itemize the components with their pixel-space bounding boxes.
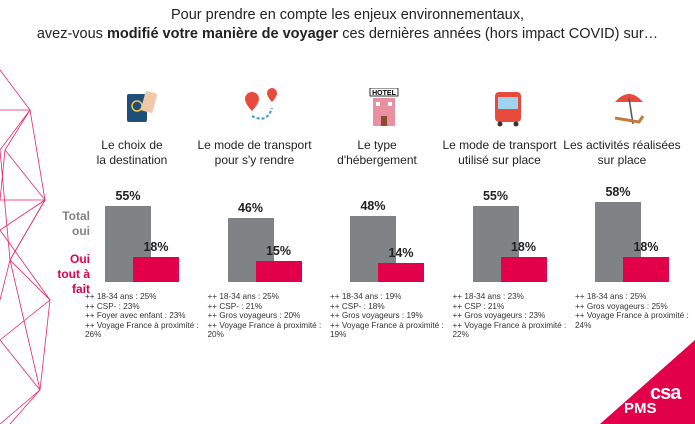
column-title: Le mode de transport pour s'y rendre bbox=[197, 138, 312, 167]
note: ++ Gros voyageurs : 23% bbox=[452, 311, 546, 321]
title-line-1: Pour prendre en compte les enjeux enviro… bbox=[170, 7, 525, 23]
bar-oui-tout-a-fait bbox=[378, 262, 424, 282]
bar-oui-tout-a-fait bbox=[500, 257, 547, 282]
label-total-oui: 58% bbox=[605, 184, 631, 199]
subgroup-notes: ++ 18-34 ans : 19% ++ CSP- : 18% ++ Gros v… bbox=[330, 292, 450, 340]
label-total-oui: 46% bbox=[237, 201, 264, 216]
note: ++ Voyage France à proximité : 24% bbox=[575, 311, 689, 330]
pms-logo: PMS bbox=[624, 400, 657, 417]
bar-oui-tout-a-fait bbox=[133, 257, 179, 282]
subgroup-notes: ++ 18-34 ans : 23% ++ CSP : 21% ++ Gros vo… bbox=[453, 292, 573, 340]
hotel-icon: HOTEL bbox=[369, 88, 399, 126]
csa-logo: csa bbox=[650, 382, 681, 404]
note: ++ Voyage France à proximité : 26% bbox=[85, 320, 199, 340]
title-line-2: avez-vous modifié votre manière de voyag… bbox=[36, 26, 659, 42]
subgroup-notes: ++ 18-34 ans : 25% ++ Gros voyageurs : 25… bbox=[575, 292, 695, 330]
legend-total-oui: Total oui bbox=[62, 209, 90, 238]
note: ++ Gros voyageurs : 20% bbox=[207, 311, 301, 321]
subgroup-notes: ++ 18-34 ans : 25% ++ CSP- : 21% ++ Gros v… bbox=[208, 292, 328, 340]
note: ++ Gros voyageurs : 25% bbox=[575, 301, 668, 311]
note: ++ Voyage France à proximité : 19% bbox=[330, 320, 444, 340]
note: ++ Voyage France à proximité : 20% bbox=[207, 320, 322, 340]
label-total-oui: 48% bbox=[360, 198, 386, 213]
column-title: Les activités réalisées sur place bbox=[563, 138, 681, 167]
beach-icon bbox=[614, 94, 645, 125]
column-title: Le choix de la destination bbox=[96, 138, 168, 167]
note: ++ 18-34 ans : 25% bbox=[207, 292, 279, 301]
label-oui-tout-a-fait: 18% bbox=[510, 240, 537, 255]
note: ++ CSP- : 18% bbox=[330, 301, 385, 311]
note: ++ 18-34 ans : 25% bbox=[85, 292, 157, 301]
note: ++ Voyage France à proximité : 22% bbox=[452, 320, 567, 340]
note: ++ CSP- : 21% bbox=[207, 301, 263, 311]
legend-oui-tout-a-fait: Oui tout à fait bbox=[57, 252, 90, 296]
svg-text:HOTEL: HOTEL bbox=[372, 90, 396, 97]
column-title: Le mode de transport utilisé sur place bbox=[442, 138, 557, 167]
route-pin-icon bbox=[244, 88, 277, 120]
bus-icon bbox=[494, 92, 521, 127]
passport-icon bbox=[127, 91, 158, 122]
label-oui-tout-a-fait: 14% bbox=[388, 245, 414, 260]
label-oui-tout-a-fait: 15% bbox=[265, 244, 292, 259]
bar-oui-tout-a-fait bbox=[623, 257, 669, 282]
bar-oui-tout-a-fait bbox=[255, 261, 302, 282]
label-total-oui: 55% bbox=[482, 188, 509, 203]
subgroup-notes: ++ 18-34 ans : 25% ++ CSP- : 23% ++ Foyer … bbox=[85, 292, 205, 340]
note: ++ Foyer avec enfant : 23% bbox=[85, 311, 186, 321]
note: ++ Gros voyageurs : 19% bbox=[330, 311, 423, 321]
note: ++ 18-34 ans : 25% bbox=[575, 292, 647, 301]
note: ++ CSP- : 23% bbox=[85, 301, 140, 311]
column-title: Le type d'hébergement bbox=[337, 138, 417, 167]
label-total-oui: 55% bbox=[115, 188, 141, 203]
label-oui-tout-a-fait: 18% bbox=[633, 240, 659, 255]
label-oui-tout-a-fait: 18% bbox=[143, 240, 169, 255]
note: ++ CSP : 21% bbox=[452, 301, 505, 311]
note: ++ 18-34 ans : 19% bbox=[330, 292, 402, 301]
note: ++ 18-34 ans : 23% bbox=[452, 292, 524, 301]
